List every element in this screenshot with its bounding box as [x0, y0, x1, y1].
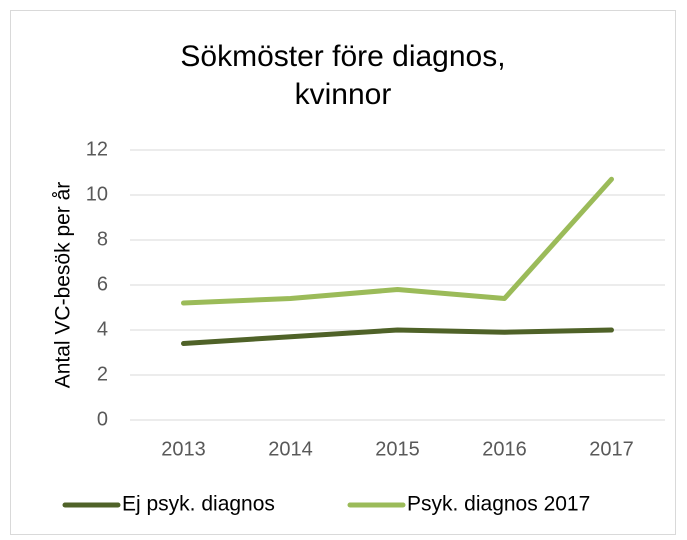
- y-tick-label: 8: [97, 228, 108, 250]
- x-tick-label: 2014: [268, 438, 313, 460]
- y-tick-label: 0: [97, 408, 108, 430]
- series-line: [181, 176, 614, 306]
- chart-title: Sökmöster före diagnos, kvinnor: [180, 40, 506, 111]
- y-tick-label: 6: [97, 273, 108, 295]
- y-tick-label: 2: [97, 363, 108, 385]
- x-tick-label: 2013: [161, 438, 206, 460]
- legend-label: Ej psyk. diagnos: [122, 493, 275, 516]
- y-tick-label: 12: [86, 138, 108, 160]
- chart-border: [10, 10, 676, 535]
- y-tick-label: 10: [86, 183, 108, 205]
- y-tick-label: 4: [97, 318, 108, 340]
- series-line: [181, 327, 614, 346]
- x-tick-label: 2016: [482, 438, 527, 460]
- legend-label: Psyk. diagnos 2017: [407, 493, 590, 516]
- y-axis-label: Antal VC-besök per år: [52, 182, 75, 389]
- x-tick-label: 2017: [589, 438, 634, 460]
- x-tick-label: 2015: [375, 438, 420, 460]
